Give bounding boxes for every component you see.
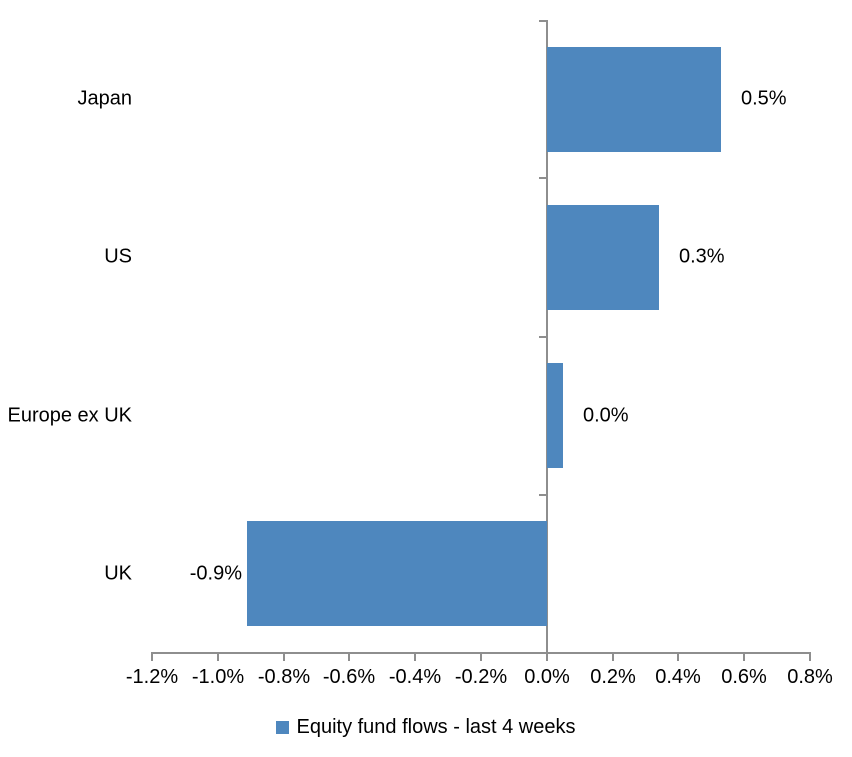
legend-marker-square bbox=[276, 721, 290, 734]
x-axis-tick bbox=[151, 652, 153, 661]
x-axis-tick bbox=[612, 652, 614, 661]
category-label-europe-ex-uk: Europe ex UK bbox=[7, 404, 132, 427]
zero-axis-line bbox=[546, 20, 548, 653]
bar-europe-ex-uk bbox=[547, 363, 563, 468]
value-label-us: 0.3% bbox=[679, 245, 725, 268]
x-axis-tick-label: -1.2% bbox=[125, 666, 179, 688]
x-axis-tick bbox=[546, 652, 548, 661]
x-axis-tick bbox=[480, 652, 482, 661]
category-label-uk: UK bbox=[104, 562, 132, 585]
bar-uk bbox=[247, 521, 547, 626]
x-axis-tick-label: -0.2% bbox=[454, 666, 508, 688]
legend: Equity fund flows - last 4 weeks bbox=[0, 716, 852, 739]
x-axis-tick bbox=[283, 652, 285, 661]
x-axis-tick bbox=[217, 652, 219, 661]
category-boundary-tick bbox=[539, 336, 546, 338]
x-axis-tick-label: -0.6% bbox=[322, 666, 376, 688]
x-axis-tick bbox=[743, 652, 745, 661]
x-axis-tick bbox=[414, 652, 416, 661]
category-boundary-tick bbox=[539, 20, 546, 22]
value-label-uk: -0.9% bbox=[189, 562, 242, 585]
x-axis-tick bbox=[677, 652, 679, 661]
category-boundary-tick bbox=[539, 177, 546, 179]
x-axis-tick-label: 0.8% bbox=[787, 666, 833, 688]
category-boundary-tick bbox=[539, 494, 546, 496]
bar-japan bbox=[547, 47, 721, 152]
value-label-europe-ex-uk: 0.0% bbox=[583, 404, 629, 427]
legend-label: Equity fund flows - last 4 weeks bbox=[296, 716, 576, 738]
x-axis-tick-label: -0.8% bbox=[257, 666, 311, 688]
category-label-japan: Japan bbox=[77, 87, 133, 110]
x-axis-tick-label: 0.6% bbox=[721, 666, 767, 688]
x-axis-tick bbox=[809, 652, 811, 661]
x-axis-tick-label: -0.4% bbox=[388, 666, 442, 688]
x-axis-tick-label: 0.0% bbox=[524, 666, 570, 688]
x-axis-tick-label: -1.0% bbox=[191, 666, 245, 688]
category-label-us: US bbox=[104, 245, 132, 268]
x-axis-tick-label: 0.2% bbox=[590, 666, 636, 688]
x-axis-tick-label: 0.4% bbox=[655, 666, 701, 688]
x-axis-tick bbox=[348, 652, 350, 661]
value-label-japan: 0.5% bbox=[741, 87, 787, 110]
bar-us bbox=[547, 205, 659, 310]
